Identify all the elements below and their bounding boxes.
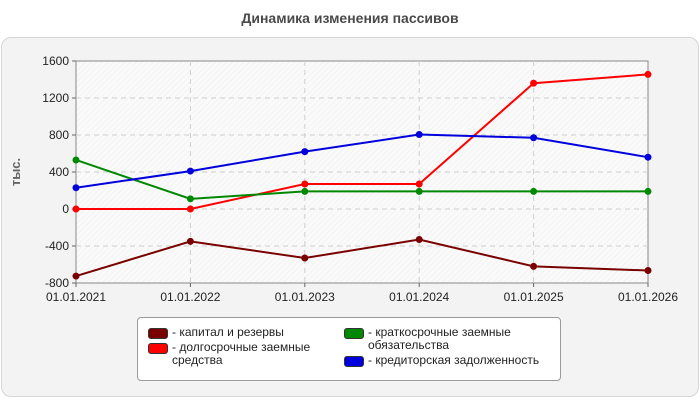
- legend-swatch: [148, 343, 168, 354]
- data-point[interactable]: [186, 167, 194, 175]
- y-tick-label: -400: [45, 239, 69, 253]
- legend-label: - краткосрочные заемные обязательства: [368, 325, 511, 352]
- x-tick-label: 01.01.2024: [389, 290, 449, 304]
- x-tick-label: 01.01.2025: [504, 290, 564, 304]
- legend-swatch: [344, 328, 364, 339]
- data-point[interactable]: [530, 79, 538, 87]
- y-tick-label: -800: [45, 276, 69, 290]
- series-line: [75, 159, 648, 200]
- data-point[interactable]: [530, 134, 538, 142]
- y-axis-label: тыс.: [8, 158, 23, 186]
- legend-label: - долгосрочные заемные средства: [172, 340, 311, 367]
- data-point[interactable]: [644, 267, 652, 275]
- data-point[interactable]: [186, 195, 194, 203]
- legend-item[interactable]: - долгосрочные заемные средства: [148, 341, 338, 367]
- data-point[interactable]: [415, 180, 423, 188]
- chart-title: Динамика изменения пассивов: [241, 10, 459, 26]
- plot-area: [75, 60, 649, 284]
- x-tick-label: 01.01.2022: [160, 290, 220, 304]
- legend-swatch: [344, 356, 364, 367]
- legend-item[interactable]: - кредиторская задолженность: [344, 354, 558, 367]
- data-point[interactable]: [186, 205, 194, 213]
- data-point[interactable]: [415, 236, 423, 244]
- x-tick-label: 01.01.2021: [46, 290, 106, 304]
- data-point[interactable]: [72, 184, 80, 192]
- series-line: [75, 133, 649, 189]
- legend-label: - капитал и резервы: [172, 325, 284, 339]
- data-point[interactable]: [530, 262, 538, 270]
- legend-item[interactable]: - краткосрочные заемные обязательства: [344, 326, 554, 352]
- legend: - капитал и резервы - долгосрочные заемн…: [137, 317, 561, 381]
- data-point[interactable]: [644, 70, 652, 78]
- gridlines: [76, 61, 648, 283]
- legend-item[interactable]: - капитал и резервы: [148, 326, 328, 339]
- series-line: [76, 73, 649, 210]
- y-tick-label: 1200: [42, 91, 69, 105]
- series-lines: [72, 70, 652, 280]
- y-tick-label: 0: [62, 202, 69, 216]
- legend-swatch: [148, 328, 168, 339]
- data-point[interactable]: [72, 272, 80, 280]
- y-tick-label: 800: [49, 128, 69, 142]
- data-point[interactable]: [72, 156, 80, 164]
- data-point[interactable]: [415, 131, 423, 139]
- x-tick-label: 01.01.2026: [618, 290, 678, 304]
- legend-label: - кредиторская задолженность: [368, 353, 540, 367]
- x-tick-label: 01.01.2023: [275, 290, 335, 304]
- data-point[interactable]: [415, 187, 423, 195]
- y-tick-label: 1600: [42, 54, 69, 68]
- data-point[interactable]: [301, 180, 309, 188]
- data-point[interactable]: [301, 187, 309, 195]
- data-point[interactable]: [644, 187, 652, 195]
- data-point[interactable]: [301, 254, 309, 262]
- data-point[interactable]: [530, 187, 538, 195]
- y-tick-label: 400: [49, 165, 69, 179]
- data-point[interactable]: [644, 153, 652, 161]
- data-point[interactable]: [72, 205, 80, 213]
- data-point[interactable]: [186, 237, 194, 245]
- data-point[interactable]: [301, 148, 309, 156]
- series-line: [75, 238, 649, 278]
